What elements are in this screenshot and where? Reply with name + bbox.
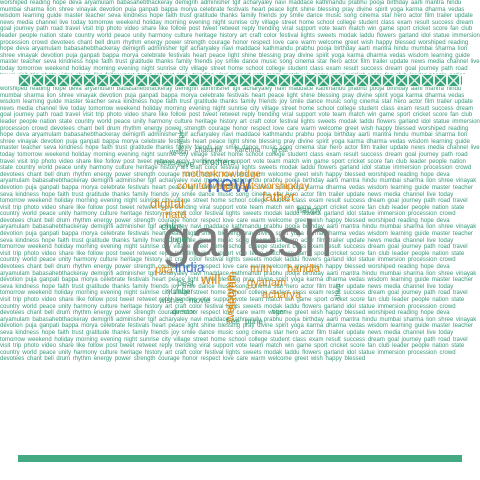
top-decorative-band [18,74,462,87]
word-wishes: wishes [159,296,184,305]
word-great: great [272,147,288,154]
word-movie: movie [189,296,211,305]
word-truth: truth [250,263,273,275]
word-shiva: shiva [335,283,342,300]
word-motherknowledge: motherknowledge [182,169,261,180]
word-new: new [207,171,252,198]
word-bandla: bandla [287,263,321,275]
word-temple: temple [178,128,185,150]
word-love: love [178,159,195,169]
word-best: best [177,278,195,288]
word-free: free [226,317,240,326]
word-watch: watch [170,149,189,156]
word-india: india [175,259,205,275]
word-satyam: satyam [225,271,239,310]
word-dugan: dugan [168,235,191,244]
word-release: release [154,158,181,167]
word-pune: pune [245,317,263,326]
word-pita: pita [155,264,173,276]
word-number: number [166,287,194,296]
word-mata: mata [162,209,187,221]
word-chaturthi: chaturthi [195,147,222,154]
word-happy: happy [297,205,322,215]
word-karenna: karenna [235,147,261,154]
band-pattern-top [18,74,462,87]
word-digital: digital [150,196,184,211]
word-acharya: acharya [262,289,302,301]
word-chkn: chkn [161,222,183,233]
filler-text-middle: worshiped reading hope deva aryamulam ba… [0,86,480,363]
word-father: father [262,189,296,204]
word-tiger: tiger [272,309,286,316]
bottom-decorative-band [18,455,462,462]
filler-text-top: worshiped reading hope deva aryamulam ba… [0,0,480,74]
word-director: director [172,309,196,316]
word-gyanam: gyanam [247,277,287,289]
word-countdownparentsworshipday: countdownparentsworshipday [177,181,310,192]
word-ganesh: ganesh [162,210,333,268]
word-brothers: brothers [202,157,236,167]
word-will: will [201,271,221,287]
